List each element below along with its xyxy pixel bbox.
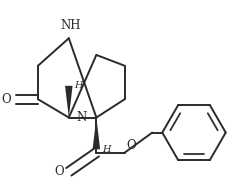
Polygon shape [65, 86, 73, 117]
Text: H: H [102, 145, 111, 154]
Text: N: N [76, 111, 86, 124]
Text: NH: NH [60, 18, 81, 32]
Text: O: O [127, 139, 136, 152]
Text: O: O [54, 165, 64, 178]
Text: O: O [1, 93, 11, 106]
Text: H: H [75, 81, 83, 90]
Polygon shape [92, 117, 100, 149]
